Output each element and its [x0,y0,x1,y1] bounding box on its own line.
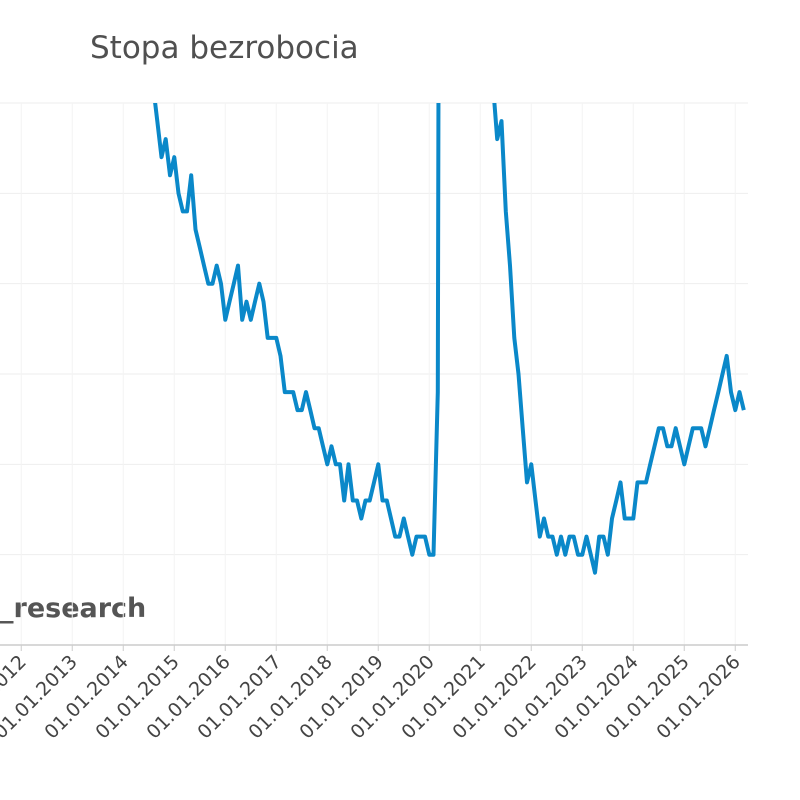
watermark: _research [0,593,146,624]
data-line [153,103,746,575]
plot-area [153,103,746,575]
chart-title: Stopa bezrobocia [90,30,359,66]
